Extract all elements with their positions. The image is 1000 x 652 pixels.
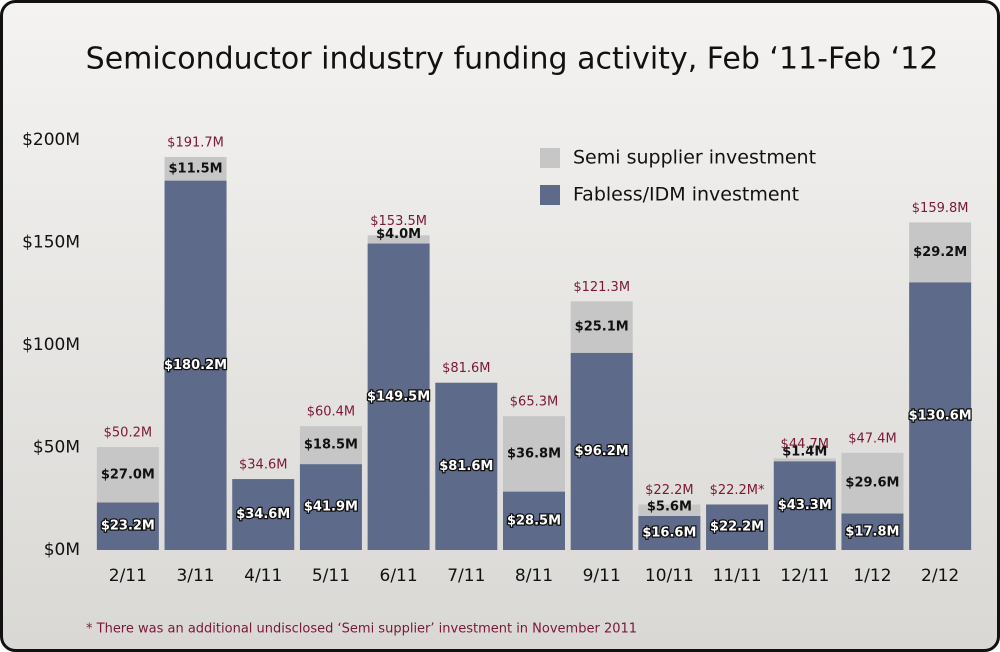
- value-label: $18.5M: [304, 438, 358, 453]
- value-label: $29.2M: [913, 245, 967, 260]
- value-label: $130.6M: [909, 409, 972, 424]
- bar-segment: [435, 382, 498, 550]
- bar-segment: [841, 452, 904, 514]
- value-label: $16.6M: [642, 525, 696, 540]
- value-label: $41.9M: [304, 500, 358, 515]
- value-label: $28.5M: [507, 513, 561, 528]
- x-tick-label: 2/11: [109, 566, 147, 586]
- value-label: $43.3M: [778, 498, 832, 513]
- x-tick-label: 2/12: [921, 566, 959, 586]
- value-label: $34.6M: [236, 507, 290, 522]
- total-label: $153.5M: [370, 214, 427, 229]
- bar-segment: [909, 282, 972, 550]
- x-tick-label: 12/11: [780, 566, 829, 586]
- total-label: $60.4M: [307, 405, 355, 420]
- total-label: $50.2M: [104, 426, 152, 441]
- bar-segment: [638, 515, 701, 550]
- total-label: $81.6M: [442, 361, 490, 376]
- y-tick-label: $0M: [44, 540, 80, 560]
- bar-segment: [164, 157, 227, 181]
- x-tick-label: 10/11: [645, 566, 694, 586]
- bar-segment: [96, 447, 159, 503]
- bar-segment: [503, 491, 565, 550]
- bar-segment: [367, 235, 430, 244]
- bar-segment: [232, 479, 295, 550]
- value-label: $29.6M: [845, 476, 899, 491]
- value-label: $1.4M: [782, 445, 827, 460]
- y-tick-label: $150M: [22, 233, 80, 253]
- total-label: $22.2M: [645, 483, 693, 498]
- value-label: $96.2M: [575, 444, 629, 459]
- x-tick-label: 11/11: [713, 566, 762, 586]
- value-label: $180.2M: [164, 358, 227, 373]
- bar-segment: [299, 426, 362, 465]
- x-tick-label: 4/11: [244, 566, 282, 586]
- legend-label: Fabless/IDM investment: [573, 184, 799, 206]
- value-label: $81.6M: [439, 459, 493, 474]
- value-label: $36.8M: [507, 446, 561, 461]
- x-tick-label: 6/11: [380, 566, 418, 586]
- bar-segment: [299, 464, 362, 550]
- total-label: $22.2M*: [710, 483, 765, 498]
- y-tick-label: $50M: [33, 438, 80, 458]
- value-label: $11.5M: [169, 161, 223, 176]
- bar-segment: [706, 504, 769, 550]
- total-label: $47.4M: [848, 431, 896, 446]
- bar-segment: [773, 458, 836, 462]
- value-label: $17.8M: [845, 524, 899, 539]
- legend-swatch: [540, 185, 560, 205]
- y-tick-label: $100M: [22, 335, 80, 355]
- x-tick-label: 9/11: [583, 566, 621, 586]
- value-label: $5.6M: [647, 499, 692, 514]
- value-label: $23.2M: [101, 519, 155, 534]
- bar-segment: [164, 180, 227, 550]
- bar-segment: [638, 504, 701, 516]
- legend-swatch: [540, 148, 560, 168]
- y-tick-label: $200M: [22, 130, 80, 150]
- bar-segment: [570, 352, 633, 550]
- chart-title: Semiconductor industry funding activity,…: [86, 42, 939, 77]
- total-label: $34.6M: [239, 458, 287, 473]
- x-tick-label: 5/11: [312, 566, 350, 586]
- value-label: $27.0M: [101, 467, 155, 482]
- total-label: $159.8M: [912, 201, 969, 216]
- total-label: $191.7M: [167, 136, 224, 151]
- bar-segment: [841, 513, 904, 550]
- value-label: $149.5M: [367, 389, 430, 404]
- value-label: $4.0M: [376, 227, 421, 242]
- bar-segment: [96, 502, 159, 550]
- x-tick-label: 7/11: [447, 566, 485, 586]
- bar-segment: [503, 416, 565, 492]
- bar-segment: [909, 222, 972, 283]
- value-label: $22.2M: [710, 520, 764, 535]
- total-label: $44.7M: [781, 437, 829, 452]
- x-tick-label: 8/11: [515, 566, 553, 586]
- bar-segment: [570, 301, 633, 353]
- total-label: $121.3M: [573, 280, 630, 295]
- footnote: * There was an additional undisclosed ‘S…: [86, 622, 637, 637]
- value-label: $25.1M: [575, 320, 629, 335]
- total-label: $65.3M: [510, 395, 558, 410]
- x-tick-label: 3/11: [176, 566, 214, 586]
- bar-segment: [367, 243, 430, 550]
- legend-label: Semi supplier investment: [573, 147, 816, 169]
- bar-segment: [773, 461, 836, 550]
- x-tick-label: 1/12: [853, 566, 891, 586]
